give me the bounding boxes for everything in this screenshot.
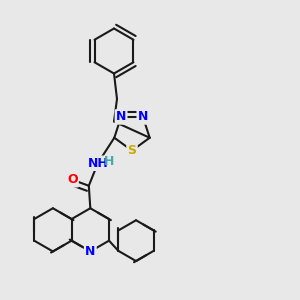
Text: O: O: [67, 173, 78, 186]
Text: N: N: [116, 110, 126, 124]
Text: S: S: [128, 144, 136, 157]
Text: N: N: [138, 110, 148, 124]
Text: NH: NH: [87, 157, 108, 170]
Text: H: H: [104, 155, 114, 168]
Text: N: N: [85, 245, 95, 258]
